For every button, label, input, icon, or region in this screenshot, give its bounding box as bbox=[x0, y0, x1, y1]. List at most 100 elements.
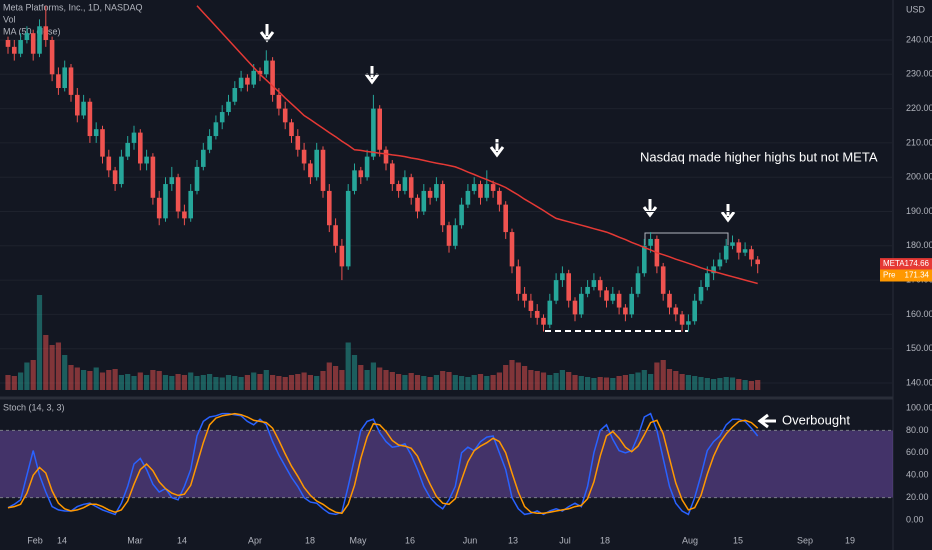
candle-body bbox=[742, 249, 748, 253]
y-tick-label: 210.00 bbox=[906, 137, 932, 147]
candle-body bbox=[560, 273, 565, 281]
candle-body bbox=[471, 184, 477, 191]
candle-body bbox=[597, 280, 603, 291]
candle-body bbox=[245, 77, 250, 85]
volume-bar bbox=[603, 377, 610, 390]
candle-body bbox=[572, 300, 578, 315]
volume-bar bbox=[295, 374, 301, 390]
candle-body bbox=[163, 184, 168, 219]
volume-bar bbox=[528, 370, 534, 390]
candle-body bbox=[698, 286, 704, 301]
candle-body bbox=[119, 156, 124, 185]
volume-bar bbox=[181, 375, 187, 390]
candle-body bbox=[87, 101, 93, 137]
candle-body bbox=[528, 300, 534, 311]
volume-bar bbox=[389, 372, 395, 390]
candle-body bbox=[585, 286, 590, 294]
volume-bar bbox=[144, 375, 150, 390]
candle-body bbox=[12, 46, 17, 54]
candle-body bbox=[434, 184, 439, 198]
x-tick-label: Jul bbox=[559, 535, 571, 545]
volume-bar bbox=[326, 362, 332, 390]
candle-body bbox=[144, 156, 149, 164]
volume-bar bbox=[503, 365, 509, 390]
candle-body bbox=[534, 310, 540, 318]
volume-bar bbox=[723, 377, 729, 390]
volume-bar bbox=[515, 362, 521, 390]
candle-body bbox=[345, 190, 351, 267]
volume-bar bbox=[213, 377, 219, 390]
candle-body bbox=[692, 300, 697, 322]
highs-box bbox=[644, 232, 729, 250]
volume-bar bbox=[692, 376, 698, 390]
volume-bar bbox=[282, 377, 288, 390]
volume-bar bbox=[396, 374, 402, 390]
volume-bar bbox=[150, 370, 156, 390]
volume-bar bbox=[276, 376, 282, 390]
candle-body bbox=[667, 293, 672, 308]
candle-body bbox=[364, 156, 370, 178]
x-tick-label: 15 bbox=[733, 535, 743, 545]
volume-bar bbox=[490, 375, 496, 390]
volume-bar bbox=[162, 375, 169, 390]
stoch-label: Stoch (14, 3, 3) bbox=[3, 402, 65, 412]
volume-bar bbox=[320, 371, 326, 390]
candle-body bbox=[711, 266, 716, 274]
candle-body bbox=[522, 293, 527, 301]
price-tag bbox=[880, 269, 932, 282]
volume-bar bbox=[270, 375, 276, 390]
volume-bar bbox=[540, 372, 547, 390]
annotation: Overbought bbox=[782, 412, 850, 427]
volume-bar bbox=[414, 375, 421, 390]
volume-bar bbox=[339, 370, 345, 390]
candle-body bbox=[686, 321, 691, 325]
candle-body bbox=[150, 156, 156, 198]
volume-bar bbox=[660, 360, 666, 390]
candle-body bbox=[371, 108, 376, 157]
volume-bar bbox=[11, 376, 17, 390]
y-tick-label: 150.00 bbox=[906, 343, 932, 353]
candle-body bbox=[276, 94, 282, 109]
volume-bar bbox=[219, 377, 225, 390]
candle-body bbox=[497, 190, 502, 205]
annotation: Nasdaq made higher highs but not META bbox=[640, 149, 878, 164]
candle-body bbox=[182, 211, 187, 219]
volume-bar bbox=[345, 342, 351, 390]
y-tick-label: 190.00 bbox=[906, 206, 932, 216]
candle-body bbox=[18, 40, 23, 54]
candle-body bbox=[232, 88, 238, 102]
candle-body bbox=[679, 314, 685, 325]
x-tick-label: 14 bbox=[177, 535, 187, 545]
volume-bar bbox=[36, 295, 43, 390]
volume-bar bbox=[629, 374, 635, 390]
volume-bar bbox=[471, 375, 477, 390]
candle-body bbox=[270, 60, 275, 95]
volume-bar bbox=[238, 377, 244, 390]
volume-bar bbox=[244, 375, 250, 390]
candle-body bbox=[282, 108, 288, 123]
volume-bar bbox=[194, 376, 200, 390]
stoch-tick-label: 0.00 bbox=[906, 514, 924, 524]
volume-bar bbox=[301, 372, 307, 390]
candle-body bbox=[648, 238, 653, 246]
volume-bar bbox=[93, 367, 99, 390]
candle-body bbox=[749, 249, 754, 260]
candle-body bbox=[68, 67, 74, 95]
volume-bar bbox=[597, 377, 603, 390]
candle-body bbox=[327, 190, 332, 226]
volume-bar bbox=[156, 371, 162, 390]
x-tick-label: 18 bbox=[305, 535, 315, 545]
volume-bar bbox=[68, 365, 74, 390]
candle-body bbox=[308, 163, 313, 178]
volume-bar bbox=[24, 362, 30, 390]
stoch-tick-label: 100.00 bbox=[906, 402, 932, 412]
candle-body bbox=[75, 94, 80, 116]
volume-bar bbox=[251, 372, 257, 390]
price-tag-value: 171.34 bbox=[905, 271, 930, 280]
volume-bar bbox=[257, 374, 263, 390]
volume-bar bbox=[717, 378, 723, 390]
volume-bar bbox=[207, 374, 213, 390]
candles bbox=[5, 5, 760, 332]
candle-body bbox=[339, 245, 345, 267]
volume-bar bbox=[622, 375, 628, 390]
